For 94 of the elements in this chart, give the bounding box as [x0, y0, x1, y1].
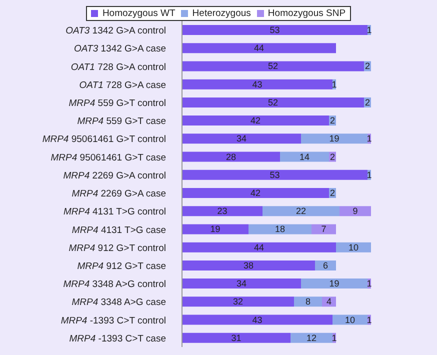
data-label: 2 [364, 97, 370, 108]
y-tick-label: MRP4 912 G>T case [77, 261, 166, 272]
data-label: 12 [306, 332, 317, 343]
y-tick-label: MRP4 -1393 C>T control [60, 315, 166, 326]
data-label: 32 [232, 296, 244, 307]
legend-label: Homozygous SNP [266, 8, 346, 19]
bar [332, 314, 368, 325]
bar [182, 170, 368, 180]
y-tick-label: MRP4 95061461 G>T case [50, 152, 166, 164]
data-label: 52 [268, 97, 278, 108]
bar [182, 242, 336, 252]
data-label: 1 [366, 170, 372, 180]
data-label: 6 [322, 260, 328, 270]
data-label: 2 [330, 116, 336, 126]
bar [182, 134, 301, 144]
y-tick-label: MRP4 4131 T>G control [63, 206, 166, 218]
bar [301, 278, 368, 289]
data-label: 34 [236, 134, 247, 144]
y-tick-label: OAT3 1342 G>A case [74, 44, 166, 55]
bar [182, 296, 294, 307]
data-label: 42 [250, 188, 261, 198]
data-label: 38 [243, 260, 254, 270]
data-label: 19 [210, 224, 220, 234]
bar [248, 224, 312, 234]
data-label: 52 [268, 61, 278, 72]
y-tick-label: MRP4 2269 G>A case [72, 188, 166, 200]
data-label: 43 [252, 314, 262, 325]
data-label: 1 [366, 278, 372, 289]
y-tick-label: MRP4 95061461 G>T control [42, 134, 166, 146]
data-label: 18 [274, 224, 286, 234]
data-label: 1 [332, 332, 337, 343]
bar [182, 206, 262, 216]
data-label: 1 [366, 134, 372, 144]
bar [315, 260, 336, 270]
y-tick-label: MRP4 3348 A>G control [63, 279, 166, 290]
bar [340, 206, 371, 216]
data-label: 1 [366, 25, 372, 35]
bar [182, 260, 315, 270]
data-label: 19 [329, 278, 340, 289]
bar [182, 116, 329, 126]
bar [182, 61, 364, 72]
bar [182, 25, 368, 35]
data-label: 2 [330, 188, 336, 198]
bar [312, 224, 336, 234]
data-label: 53 [270, 170, 280, 180]
y-tick-label: MRP4 -1393 C>T case [69, 333, 166, 344]
bar [182, 332, 290, 343]
data-label: 8 [305, 296, 311, 307]
y-tick-label: OAT1 728 G>A case [79, 80, 166, 91]
bar [280, 152, 329, 162]
data-label: 44 [254, 43, 264, 54]
legend-label: Heterozygous [191, 8, 251, 19]
y-tick-label: MRP4 3348 A>G case [72, 297, 166, 308]
data-label: 2 [364, 61, 370, 72]
bar [290, 332, 332, 343]
data-label: 4 [326, 296, 332, 307]
bar [182, 152, 280, 162]
data-label: 9 [352, 206, 358, 216]
data-label: 53 [270, 25, 280, 35]
legend-label: Homozygous WT [101, 8, 176, 19]
data-label: 23 [217, 206, 228, 216]
y-tick-label: OAT3 1342 G>A control [66, 26, 166, 37]
data-label: 19 [329, 134, 340, 144]
bar [182, 224, 248, 234]
data-label: 2 [330, 152, 336, 162]
bar [182, 278, 301, 289]
data-label: 43 [252, 79, 262, 90]
data-label: 42 [250, 116, 261, 126]
bar [182, 188, 329, 198]
y-tick-label: MRP4 4131 T>G case [72, 224, 166, 236]
data-label: 28 [226, 152, 236, 162]
y-tick-label: OAT1 728 G>A control [70, 62, 166, 73]
data-label: 1 [332, 79, 337, 90]
bar [182, 314, 332, 325]
data-label: 44 [254, 242, 264, 252]
data-label: 1 [366, 314, 372, 325]
data-label: 34 [236, 278, 247, 289]
y-tick-label: MRP4 912 G>T control [68, 242, 166, 254]
data-label: 22 [296, 206, 306, 216]
data-label: 10 [348, 242, 359, 252]
data-label: 14 [299, 152, 310, 162]
y-tick-label: MRP4 559 G>T control [68, 98, 166, 109]
bar [182, 97, 364, 108]
bar [182, 79, 332, 90]
bar [182, 43, 336, 54]
bar [336, 242, 371, 252]
y-tick-label: MRP4 559 G>T case [77, 116, 166, 128]
data-label: 31 [231, 332, 242, 343]
bar [262, 206, 340, 216]
data-label: 10 [344, 314, 356, 325]
data-label: 7 [321, 224, 326, 234]
bar [294, 296, 322, 307]
y-tick-label: MRP4 2269 G>A control [63, 170, 166, 182]
bar [301, 134, 368, 144]
